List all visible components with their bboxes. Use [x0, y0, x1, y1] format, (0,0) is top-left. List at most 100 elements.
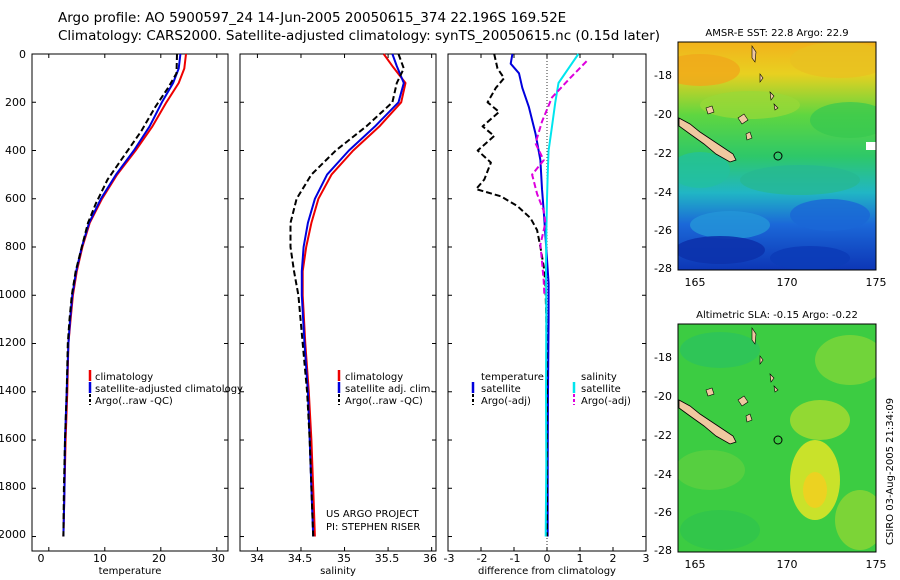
temperature-tick-label: 10: [93, 552, 107, 565]
temperature-legend: climatology satellite-adjusted climatolo…: [88, 370, 243, 407]
series-layer: [32, 53, 647, 551]
longitude-tick-label: 175: [866, 276, 887, 289]
sla-map-x-axis: 165 170 175: [685, 558, 887, 571]
island: [745, 131, 753, 141]
difference-x-axis: -3 -2 -1 0 1 2 3 difference from climato…: [444, 552, 650, 577]
latitude-tick-label: -24: [654, 186, 672, 199]
sla-map-title: Altimetric SLA: -0.15 Argo: -0.22: [696, 310, 858, 321]
legend-label: satellite: [581, 384, 621, 395]
temperature-tick-label: 20: [152, 552, 166, 565]
latitude-tick-label: -18: [654, 351, 672, 364]
depth-tick-label: 1800: [0, 480, 26, 493]
latitude-tick-label: -18: [654, 69, 672, 82]
project-credit: US ARGO PROJECT: [326, 509, 420, 520]
sla-map: Altimetric SLA: -0.15 Argo: -0.22: [654, 310, 886, 571]
island: [745, 413, 753, 423]
depth-tick-label: 600: [5, 192, 26, 205]
depth-tick-label: 400: [5, 144, 26, 157]
sst-map-y-axis: -18 -20 -22 -24 -26 -28: [654, 69, 672, 275]
vanuatu-islands: [751, 327, 779, 393]
csiro-timestamp: CSIRO 03-Aug-2005 21:34:09: [885, 398, 896, 545]
argo-float-marker: [773, 435, 783, 445]
legend-label: climatology: [345, 372, 403, 383]
temperature-tick-label: 30: [211, 552, 225, 565]
island: [705, 387, 715, 397]
sst-map-x-axis: 165 170 175: [685, 276, 887, 289]
legend-label: temperature: [481, 372, 544, 383]
argo-float-marker: [773, 151, 783, 161]
temperature-panel-frame: [31, 53, 229, 552]
temperature-axis-label: temperature: [99, 566, 162, 577]
figure-title-line-1: Argo profile: AO 5900597_24 14-Jun-2005 …: [58, 10, 567, 26]
island: [705, 105, 715, 115]
latitude-tick-label: -28: [654, 544, 672, 557]
legend-label: climatology: [95, 372, 153, 383]
difference-tick-label: 1: [577, 552, 584, 565]
series-line-temperature-argo-adj: [475, 53, 548, 537]
difference-tick-label: -2: [477, 552, 488, 565]
longitude-tick-label: 165: [685, 276, 706, 289]
depth-tick-label: 200: [5, 96, 26, 109]
sla-map-y-axis: -18 -20 -22 -24 -26 -28: [654, 351, 672, 557]
series-line-salinity-satellite: [544, 53, 580, 537]
salinity-tick-label: 34.5: [288, 552, 313, 565]
new-caledonia-island: [678, 117, 737, 163]
latitude-tick-label: -28: [654, 262, 672, 275]
depth-tick-label: 2000: [0, 528, 26, 541]
longitude-tick-label: 175: [866, 558, 887, 571]
difference-legend: temperature satellite Argo(-adj) salinit…: [471, 372, 631, 407]
figure-title-line-2: Climatology: CARS2000. Satellite-adjuste…: [58, 28, 661, 44]
series-line-climatology: [301, 53, 407, 537]
island: [737, 395, 749, 407]
pi-credit: PI: STEPHEN RISER: [326, 522, 420, 533]
depth-tick-label: 1600: [0, 432, 26, 445]
longitude-tick-label: 170: [777, 276, 798, 289]
series-line-climatology: [62, 53, 187, 537]
legend-label: satellite adj. clim.: [345, 384, 434, 395]
depth-tick-label: 1200: [0, 336, 26, 349]
series-line-satellite-adjusted-climatology: [62, 53, 182, 537]
temperature-tick-label: 0: [38, 552, 45, 565]
salinity-panel-frame: [239, 53, 437, 552]
depth-tick-label: 1400: [0, 384, 26, 397]
latitude-tick-label: -26: [654, 506, 672, 519]
series-line-argo-raw-qc: [289, 53, 405, 537]
salinity-tick-label: 34: [250, 552, 264, 565]
latitude-tick-label: -24: [654, 468, 672, 481]
difference-tick-label: 2: [610, 552, 617, 565]
difference-tick-label: 3: [643, 552, 650, 565]
series-line-salinity-argo-adj: [531, 60, 588, 296]
latitude-tick-label: -22: [654, 429, 672, 442]
legend-label: Argo(..raw -QC): [95, 396, 173, 407]
latitude-tick-label: -20: [654, 390, 672, 403]
difference-tick-label: 0: [544, 552, 551, 565]
salinity-tick-label: 35: [337, 552, 351, 565]
series-line-satellite-adj-clim: [300, 53, 405, 537]
difference-tick-label: -1: [510, 552, 521, 565]
new-caledonia-island: [678, 399, 737, 445]
longitude-tick-label: 165: [685, 558, 706, 571]
longitude-tick-label: 170: [777, 558, 798, 571]
legend-label: satellite: [481, 384, 521, 395]
latitude-tick-label: -22: [654, 147, 672, 160]
sst-map: AMSR-E SST: 22.8 Argo: 22.9: [654, 28, 887, 289]
salinity-tick-label: 36: [423, 552, 437, 565]
salinity-axis-label: salinity: [320, 566, 356, 577]
depth-tick-label: 1000: [0, 288, 26, 301]
salinity-legend: climatology satellite adj. clim. Argo(..…: [326, 370, 434, 533]
legend-label: salinity: [581, 372, 617, 383]
latitude-tick-label: -20: [654, 108, 672, 121]
depth-tick-label: 800: [5, 240, 26, 253]
temperature-x-axis: 0 10 20 30 temperature: [38, 552, 226, 577]
series-line-argo-raw-qc: [62, 53, 178, 537]
difference-axis-label: difference from climatology: [478, 566, 616, 577]
legend-label: Argo(-adj): [581, 396, 631, 407]
latitude-tick-label: -26: [654, 224, 672, 237]
legend-label: Argo(-adj): [481, 396, 531, 407]
salinity-tick-label: 35.5: [375, 552, 400, 565]
legend-label: Argo(..raw -QC): [345, 396, 423, 407]
legend-label: satellite-adjusted climatology: [95, 384, 243, 395]
depth-axis: 0 200 400 600 800 1000 1200 1400 1600 18…: [0, 48, 26, 541]
